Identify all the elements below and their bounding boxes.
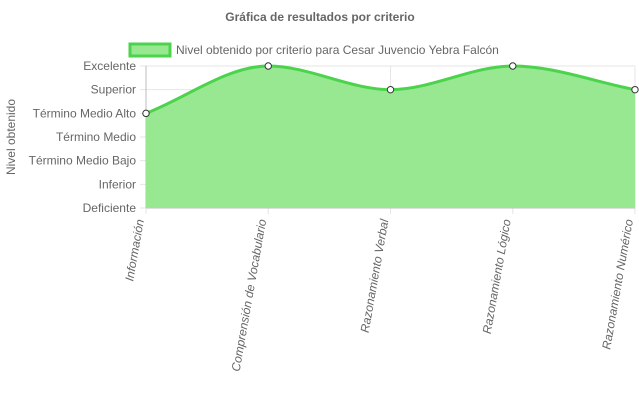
y-tick-label: Excelente [83,59,136,73]
y-tick-label: Término Medio Alto [33,106,137,120]
y-tick-label: Término Medio Bajo [29,154,137,168]
x-tick-label: Información [122,218,147,282]
x-tick-label: Razonamiento Lógico [480,218,514,335]
data-points [142,62,639,118]
legend-swatch [128,42,172,58]
data-point[interactable] [386,85,395,94]
x-tick-label: Razonamiento Numérico [599,218,636,351]
y-tick-label: Deficiente [83,201,137,215]
data-point[interactable] [631,85,639,94]
y-tick-label: Superior [91,83,136,97]
y-tick-label: Término Medio [56,130,136,144]
x-tick-label: Razonamiento Verbal [358,218,392,334]
y-axis: Deficiente Inferior Término Medio Bajo Térm… [29,59,137,215]
legend[interactable]: Nivel obtenido por criterio para Cesar J… [128,42,499,58]
data-point[interactable] [142,109,150,118]
series-area-fill [146,66,635,208]
data-point[interactable] [264,62,272,70]
x-tick-label: Comprensión de Vocabulario [229,218,270,373]
chart-title: Gráfica de resultados por criterio [225,10,414,24]
y-tick-label: Inferior [99,177,136,191]
x-axis: Información Comprensión de Vocabulario Raz… [122,218,636,373]
y-axis-title: Nivel obtenido [4,99,18,175]
data-point[interactable] [509,62,517,70]
legend-label: Nivel obtenido por criterio para Cesar J… [176,43,499,57]
